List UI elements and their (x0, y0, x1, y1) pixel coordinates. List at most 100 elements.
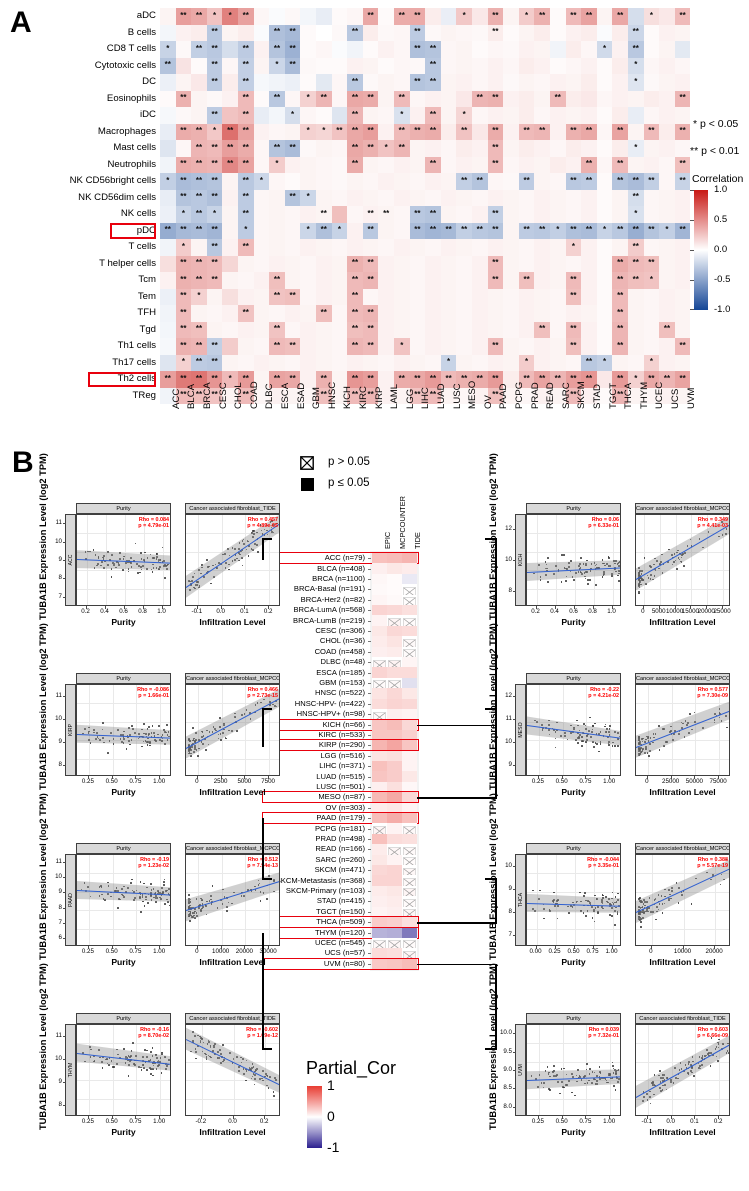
nonsignificant-x-icon (372, 823, 387, 837)
heatmap-cell (456, 387, 472, 404)
heatmap-cell (387, 927, 402, 938)
heatmap-cell (175, 123, 192, 140)
heatmap-cell (581, 90, 597, 107)
heatmap-col-label: COAD (248, 381, 260, 409)
heatmap-cell (565, 107, 582, 124)
heatmap-cell (456, 338, 472, 355)
heatmap-cell (534, 354, 550, 371)
x-tick-label: 1.0 (607, 608, 616, 615)
heatmap-cell (331, 206, 348, 223)
nonsignificant-x-icon (372, 938, 387, 951)
rho-value: Rho = 0.039 (588, 1027, 619, 1033)
heatmap-cell (238, 239, 254, 256)
y-tick-label: 12 (505, 525, 512, 533)
heatmap-cell (456, 371, 472, 388)
heatmap-cell (394, 90, 410, 107)
heatmap-cell (331, 90, 348, 107)
heatmap-cell (440, 206, 457, 223)
heatmap-cell (596, 90, 613, 107)
heatmap-cell (550, 189, 566, 206)
heatmap-row-label: STAD (n=415) (316, 896, 365, 906)
heatmap-cell (253, 371, 270, 388)
significance-marker: ** (585, 373, 593, 383)
heatmap-cell (206, 239, 223, 256)
colorbar-title: Correlation (692, 173, 744, 185)
heatmap-cell (191, 371, 207, 388)
x-tickmark (87, 946, 89, 949)
connector-line (495, 963, 497, 1050)
significance-marker: ** (180, 93, 187, 103)
heatmap-cell (628, 371, 644, 388)
heatmap-cell (674, 189, 691, 206)
x-tickmark (674, 606, 676, 609)
heatmap-cell (518, 239, 535, 256)
heatmap-cell (472, 239, 488, 256)
heatmap-cell (394, 338, 410, 355)
heatmap-cell (581, 206, 597, 223)
heatmap-col-label: ACC (170, 388, 182, 409)
heatmap-cell (440, 222, 457, 239)
significance-marker: * (462, 109, 466, 119)
x-tickmark (682, 946, 684, 949)
heatmap-cell (269, 305, 285, 322)
heatmap-cell (269, 189, 285, 206)
significance-marker: ** (211, 241, 218, 251)
heatmap-cell (534, 206, 550, 223)
heatmap-cell (222, 272, 238, 289)
gridline (162, 515, 164, 605)
x-tickmark (611, 946, 613, 949)
heatmap-row-label: Mast cells (113, 142, 156, 154)
heatmap-row-label: aDC (136, 10, 156, 22)
row-tickmark (368, 693, 371, 695)
heatmap-cell (550, 371, 566, 388)
heatmap-cell (316, 156, 332, 173)
significance-marker: ** (242, 109, 249, 119)
heatmap-cell (378, 321, 394, 338)
heatmap-cell (643, 255, 660, 272)
heatmap-cell (503, 239, 519, 256)
heatmap-cell (206, 206, 223, 223)
heatmap-cell (503, 272, 519, 289)
significance-marker: ** (195, 390, 203, 400)
heatmap-cell (674, 156, 691, 173)
row-tickmark (368, 776, 371, 778)
heatmap-cell (284, 255, 301, 272)
x-tick-label: 75000 (709, 778, 727, 785)
x-tickmark (554, 946, 556, 949)
heatmap-cell (472, 90, 488, 107)
significance-marker: ** (320, 307, 327, 317)
significance-marker: ** (351, 274, 359, 284)
y-tick-label: 8 (58, 1100, 62, 1108)
heatmap-cell (347, 206, 363, 223)
heatmap-cell (674, 305, 691, 322)
heatmap-cell (674, 173, 691, 190)
heatmap-cell (175, 140, 192, 157)
heatmap-cell (284, 371, 301, 388)
heatmap-row-label: CD8 T cells (106, 43, 156, 55)
heatmap-cell (331, 354, 348, 371)
heatmap-cell (284, 206, 301, 223)
heatmap-cell (402, 667, 417, 678)
significance-marker: ** (632, 258, 639, 268)
heatmap-cell (659, 74, 675, 91)
significance-marker: ** (273, 324, 281, 334)
heatmap-cell (284, 173, 301, 190)
y-tick-label: 10 (505, 861, 512, 869)
significance-marker: ** (414, 43, 421, 53)
significance-marker: * (259, 175, 263, 185)
data-point (103, 560, 106, 563)
significance-marker: ** (367, 274, 374, 284)
significance-marker: ** (273, 373, 281, 383)
heatmap-cell (316, 173, 332, 190)
significance-marker: ** (180, 159, 187, 169)
heatmap-cell (409, 371, 426, 388)
heatmap-cell (596, 140, 613, 157)
data-point (134, 542, 137, 545)
heatmap-row-label: T cells (128, 241, 156, 253)
heatmap-cell (387, 896, 402, 907)
significance-marker: ** (180, 192, 187, 202)
colorbar-tick-label: -0.5 (714, 274, 731, 285)
heatmap-row-label: Eosinophils (106, 92, 156, 104)
heatmap-cell (534, 255, 550, 272)
heatmap-cell (387, 594, 402, 605)
